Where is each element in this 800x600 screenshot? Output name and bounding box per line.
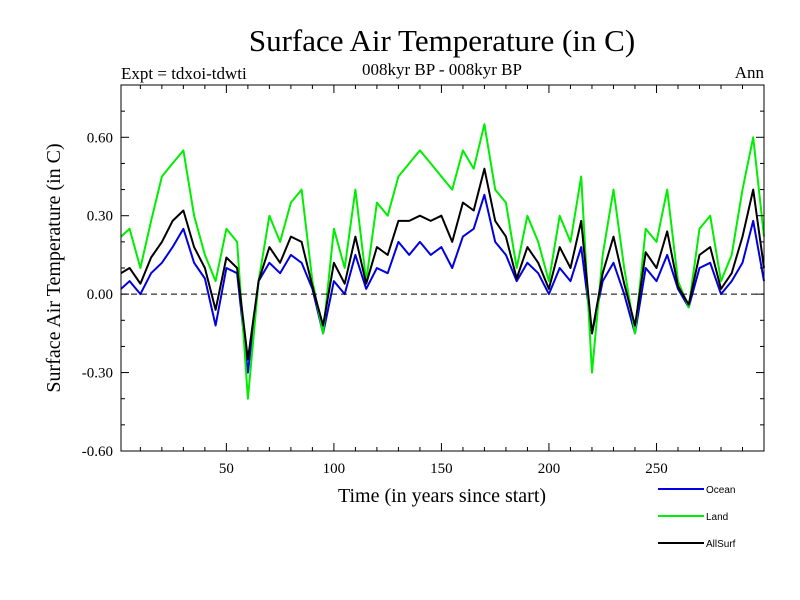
legend-entry-land: Land bbox=[658, 512, 728, 523]
x-tick-label: 150 bbox=[430, 461, 453, 477]
legend-entry-ocean: Ocean bbox=[658, 485, 735, 496]
y-tick-label: 0.60 bbox=[87, 130, 113, 146]
series-line-ocean bbox=[120, 193, 765, 374]
chart-title: Surface Air Temperature (in C) bbox=[249, 23, 635, 58]
chart-subtitle: 008kyr BP - 008kyr BP bbox=[362, 60, 522, 79]
season-label: Ann bbox=[735, 63, 765, 82]
x-tick-label: 200 bbox=[538, 461, 561, 477]
plot-area: 50 100 150 200 250 -0.60 -0.30 0.00 0.30 0.60 bbox=[82, 84, 765, 477]
y-tick-label: 0.30 bbox=[87, 209, 113, 225]
legend-entry-allsurf: AllSurf bbox=[658, 539, 736, 550]
experiment-label: Expt = tdxoi-tdwti bbox=[121, 64, 247, 83]
y-tick-label: -0.30 bbox=[82, 366, 113, 382]
y-tick-label: -0.60 bbox=[82, 444, 113, 460]
series-line-allsurf bbox=[120, 167, 765, 361]
x-tick-label: 50 bbox=[219, 461, 234, 477]
legend-label-ocean: Ocean bbox=[706, 485, 735, 496]
legend-label-land: Land bbox=[706, 512, 728, 523]
y-tick-label: 0.00 bbox=[87, 287, 113, 303]
x-tick-label: 250 bbox=[645, 461, 668, 477]
series-line-land bbox=[120, 123, 765, 400]
x-axis-label: Time (in years since start) bbox=[338, 485, 546, 507]
legend-label-allsurf: AllSurf bbox=[706, 539, 736, 550]
y-axis-label: Surface Air Temperature (in C) bbox=[43, 143, 65, 392]
x-tick-label: 100 bbox=[323, 461, 346, 477]
legend: Ocean Land AllSurf bbox=[658, 485, 736, 550]
